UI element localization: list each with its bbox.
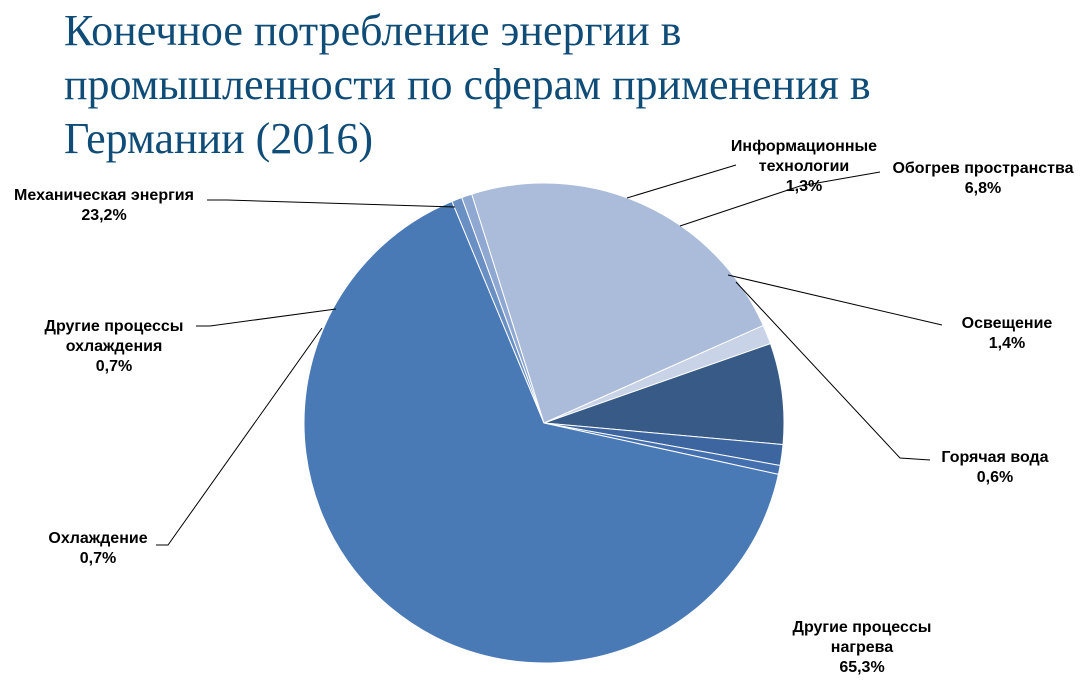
slice-name-label: Информационные [731,138,877,155]
slice-value-label: 65,3% [839,659,884,676]
slice-name-label: Другие процессы [45,318,184,335]
leader-line [207,199,456,208]
slice-value-label: 0,7% [80,550,116,567]
leader-line [156,327,323,546]
pie-slice [303,200,780,664]
slice-value-label: 1,4% [989,335,1025,352]
slice-name-label: Горячая вода [941,449,1048,466]
leader-line [196,308,337,327]
slice-value-label: 0,7% [96,358,132,375]
slice-name-label: Механическая энергия [14,187,194,204]
leader-line [735,281,931,461]
slice-name-label: охлаждения [66,338,163,355]
slice-value-label: 0,6% [977,469,1013,486]
slice-name-label: нагрева [831,639,894,656]
slice-name-label: Другие процессы [793,619,932,636]
leader-line [626,164,737,199]
slice-value-label: 23,2% [81,207,126,224]
leader-line [727,274,943,326]
slice-value-label: 6,8% [965,180,1001,197]
chart-title: Конечное потребление энергии в промышлен… [64,6,871,163]
slice-name-label: Освещение [962,315,1053,332]
slice-name-label: Охлаждение [48,530,147,547]
slice-name-label: технологии [759,158,850,175]
slice-name-label: Обогрев пространства [892,160,1073,177]
leader-line [679,171,881,227]
slice-value-label: 1,3% [786,178,822,195]
